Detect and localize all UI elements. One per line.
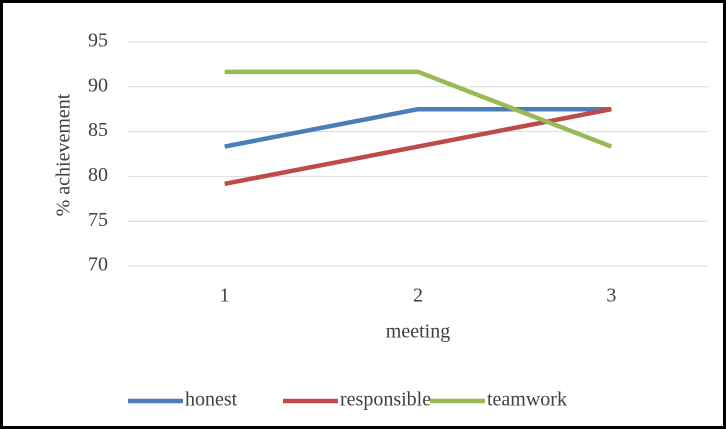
x-tick-label: 2 bbox=[413, 285, 423, 307]
x-axis-label: meeting bbox=[386, 321, 450, 343]
y-tick-label: 75 bbox=[88, 209, 108, 231]
y-tick-label: 90 bbox=[88, 74, 108, 96]
y-tick-label: 95 bbox=[88, 30, 108, 52]
y-axis-label: % achievement bbox=[53, 93, 75, 216]
y-tick-label: 80 bbox=[88, 164, 108, 186]
x-tick-label: 3 bbox=[606, 285, 616, 307]
legend-label: responsible bbox=[340, 389, 431, 411]
y-tick-label: 85 bbox=[88, 119, 108, 141]
y-tick-label: 70 bbox=[88, 254, 108, 276]
x-tick-label: 1 bbox=[220, 285, 230, 307]
line-series bbox=[224, 106, 612, 149]
line-series bbox=[224, 69, 613, 149]
legend-label: honest bbox=[185, 389, 238, 411]
legend-label: teamwork bbox=[487, 389, 567, 411]
